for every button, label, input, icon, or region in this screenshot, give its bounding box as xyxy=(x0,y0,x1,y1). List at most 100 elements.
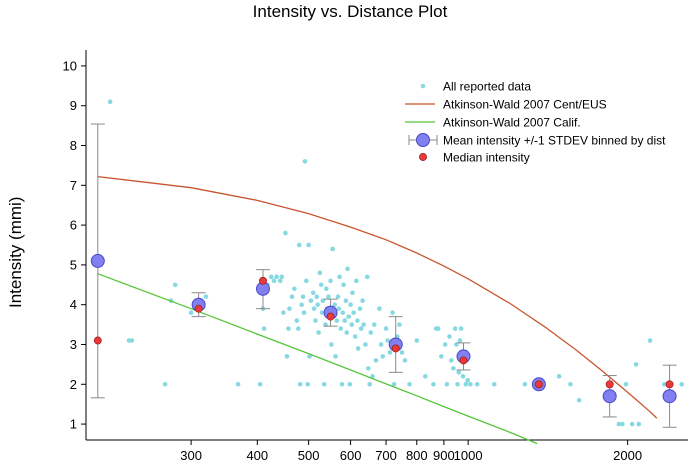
data-point xyxy=(458,326,464,331)
data-point xyxy=(447,334,452,339)
legend-label: All reported data xyxy=(443,80,531,94)
x-tick-label: 300 xyxy=(180,448,202,463)
chart-title: Intensity vs. Distance Plot xyxy=(252,2,448,21)
data-point xyxy=(284,354,290,359)
x-tick-label: 900 xyxy=(433,448,455,463)
median-point xyxy=(259,276,267,285)
data-point xyxy=(636,421,642,427)
data-point xyxy=(522,381,528,387)
data-point xyxy=(330,246,335,252)
x-tick-label: 2000 xyxy=(613,448,642,463)
data-point xyxy=(456,370,462,375)
median-point xyxy=(459,356,468,365)
data-point xyxy=(338,326,344,331)
y-tick-label: 3 xyxy=(70,337,77,352)
data-point xyxy=(402,358,408,363)
data-point xyxy=(367,381,373,387)
data-point xyxy=(363,342,368,347)
data-point xyxy=(188,310,194,315)
data-point xyxy=(289,294,295,300)
data-point xyxy=(324,286,329,292)
data-point xyxy=(283,230,288,236)
data-point xyxy=(203,294,209,300)
x-tick-label: 600 xyxy=(340,448,362,463)
data-point xyxy=(346,314,351,319)
median-point xyxy=(391,344,400,353)
legend-label: Atkinson-Wald 2007 Calif. xyxy=(443,116,581,130)
y-tick-label: 2 xyxy=(70,377,77,392)
legend-label: Median intensity xyxy=(443,151,530,165)
y-tick-label: 10 xyxy=(63,58,77,73)
data-point xyxy=(633,362,639,367)
data-point xyxy=(620,421,625,427)
data-point xyxy=(368,330,374,335)
data-point xyxy=(616,421,622,427)
y-tick-label: 6 xyxy=(70,218,77,233)
data-point xyxy=(310,290,316,296)
data-point xyxy=(556,374,562,379)
data-point xyxy=(380,354,386,359)
data-point xyxy=(351,310,356,315)
calif-curve xyxy=(97,273,538,445)
data-point xyxy=(387,350,393,355)
data-point xyxy=(311,306,317,311)
data-point xyxy=(360,298,365,304)
y-tick-label: 4 xyxy=(70,297,77,312)
data-point xyxy=(355,318,360,323)
data-point xyxy=(334,318,340,323)
data-point xyxy=(366,366,371,371)
data-point xyxy=(302,159,308,164)
data-point xyxy=(307,354,312,359)
data-point xyxy=(339,381,345,387)
data-point xyxy=(661,381,667,387)
y-tick-label: 1 xyxy=(70,417,77,432)
data-point xyxy=(468,381,473,387)
data-point xyxy=(129,338,135,343)
data-point xyxy=(422,374,428,379)
data-point xyxy=(332,302,338,307)
cent-eus-curve xyxy=(97,175,658,419)
data-point xyxy=(333,354,338,359)
data-point xyxy=(317,270,323,276)
data-point xyxy=(341,282,346,288)
data-point xyxy=(306,242,311,248)
data-point xyxy=(463,381,469,387)
legend-swatch-mean xyxy=(416,133,430,147)
data-point xyxy=(373,358,379,363)
data-point xyxy=(385,338,391,343)
data-point xyxy=(449,358,454,363)
median-point xyxy=(534,380,543,389)
data-point xyxy=(292,286,297,292)
data-point xyxy=(300,294,306,300)
data-point xyxy=(345,266,350,272)
median-point xyxy=(605,380,614,389)
data-point xyxy=(623,381,629,387)
data-point xyxy=(348,302,353,307)
data-point xyxy=(299,302,304,307)
data-point xyxy=(431,381,436,387)
data-point xyxy=(455,381,460,387)
data-point xyxy=(329,342,334,347)
data-point xyxy=(361,322,366,327)
data-point xyxy=(355,346,361,351)
data-point xyxy=(277,278,283,284)
data-point xyxy=(326,294,331,300)
data-point xyxy=(328,278,333,284)
data-point xyxy=(444,381,450,387)
data-point xyxy=(352,334,358,339)
data-point xyxy=(297,381,303,387)
data-point xyxy=(268,274,274,280)
data-point xyxy=(343,298,349,304)
data-point xyxy=(342,318,348,323)
data-point xyxy=(377,306,382,311)
legend-swatch-all-data xyxy=(420,83,426,89)
data-point xyxy=(399,350,405,355)
data-point xyxy=(442,342,448,347)
data-point xyxy=(304,278,309,284)
data-point xyxy=(261,326,267,331)
data-point xyxy=(353,278,359,284)
data-point xyxy=(439,354,444,359)
data-point xyxy=(452,326,458,331)
y-tick-label: 9 xyxy=(70,98,77,113)
